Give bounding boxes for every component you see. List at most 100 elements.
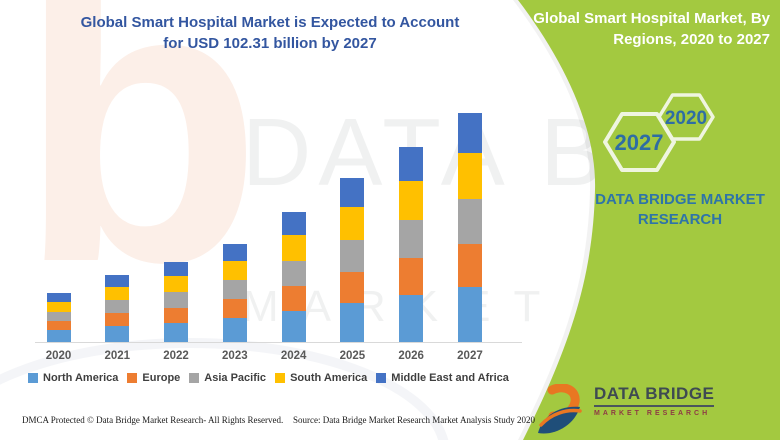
bar-2027 (457, 113, 482, 342)
bar-segment-asia-pacific (340, 240, 365, 272)
bar-2025 (340, 178, 365, 342)
dbmr-logo-text: DATA BRIDGE MARKET RESEARCH (594, 384, 715, 436)
bar-segment-south-america (46, 302, 71, 312)
x-axis-label-2027: 2027 (457, 350, 483, 362)
bar-segment-europe (340, 272, 365, 303)
bar-segment-asia-pacific (164, 292, 189, 308)
bar-segment-europe (457, 244, 482, 287)
x-axis-label-2021: 2021 (104, 350, 131, 362)
legend-swatch (189, 373, 200, 383)
dbmr-logo: DATA BRIDGE MARKET RESEARCH (536, 384, 715, 436)
logo-swoosh-icon (539, 408, 582, 427)
side-panel-brand-line2: RESEARCH (637, 211, 723, 228)
x-axis-line (35, 342, 522, 343)
legend-label: Asia Pacific (204, 372, 267, 384)
legend-swatch (376, 373, 387, 383)
legend-item-south-america: South America (275, 372, 367, 384)
bar-segment-south-america (222, 261, 247, 280)
bar-segment-europe (164, 308, 189, 323)
legend-swatch (127, 373, 138, 383)
hexagon-2027 (603, 112, 676, 172)
legend-item-europe: Europe (127, 372, 180, 384)
bar-segment-middle-east-and-africa (164, 262, 189, 276)
bar-segment-north-america (281, 311, 306, 342)
bar-segment-middle-east-and-africa (222, 244, 247, 261)
watermark-b-logo: b (18, 0, 263, 345)
legend-swatch (275, 373, 286, 383)
x-axis-label-2024: 2024 (280, 350, 307, 362)
legend-label: North America (43, 372, 119, 384)
green-panel (518, 0, 780, 440)
side-panel-brand-line1: DATA BRIDGE MARKET (595, 191, 765, 208)
bar-segment-middle-east-and-africa (46, 293, 71, 302)
bar-segment-europe (399, 258, 424, 295)
bar-2026 (399, 147, 424, 342)
bar-segment-asia-pacific (222, 280, 247, 299)
bar-segment-asia-pacific (281, 261, 306, 286)
bar-segment-asia-pacific (399, 220, 424, 258)
bar-segment-asia-pacific (105, 300, 130, 313)
bar-segment-south-america (340, 207, 365, 240)
bar-segment-south-america (105, 287, 130, 300)
bar-segment-asia-pacific (457, 199, 482, 244)
bar-segment-middle-east-and-africa (340, 178, 365, 207)
footer-source: Source: Data Bridge Market Research Mark… (293, 415, 535, 425)
bar-segment-south-america (399, 181, 424, 220)
bar-segment-north-america (222, 318, 247, 342)
bar-segment-north-america (164, 323, 189, 342)
hexagon-2027-label: 2027 (615, 130, 664, 155)
bar-segment-south-america (164, 276, 189, 292)
bar-segment-europe (46, 321, 71, 330)
legend-item-middle-east-and-africa: Middle East and Africa (376, 372, 509, 384)
dbmr-logo-icon (538, 384, 582, 434)
green-panel-edge-shadow (513, 0, 601, 440)
logo-subtitle: MARKET RESEARCH (594, 410, 711, 417)
side-panel-brand: DATA BRIDGE MARKET RESEARCH (588, 190, 772, 230)
x-axis-label-2022: 2022 (163, 350, 189, 362)
legend-label: Europe (142, 372, 181, 384)
bar-segment-south-america (457, 153, 482, 199)
bar-segment-middle-east-and-africa (281, 212, 306, 235)
bar-segment-europe (105, 313, 130, 326)
hexagon-2020-label: 2020 (665, 108, 707, 129)
bar-segment-europe (222, 299, 247, 318)
chart-title-line2: for USD 102.31 billion by 2027 (163, 35, 377, 52)
bar-2021 (105, 275, 130, 342)
bar-segment-north-america (46, 330, 71, 342)
logo-name: DATA BRIDGE (594, 384, 715, 407)
bar-2020 (46, 293, 71, 342)
x-axis-label-2026: 2026 (398, 350, 424, 362)
stacked-bar-chart: 2020 2021 2022 2023 2024 2025 2026 2027 (35, 113, 522, 362)
bar-segment-north-america (457, 287, 482, 342)
bar-2022 (164, 262, 189, 342)
side-panel-title-line1: Global Smart Hospital Market, By (533, 10, 770, 27)
chart-legend: North America Europe Asia Pacific South Ame… (28, 372, 509, 384)
chart-title-line1: Global Smart Hospital Market is Expected… (80, 14, 460, 31)
chart-title: Global Smart Hospital Market is Expected… (0, 12, 540, 54)
legend-swatch (28, 373, 38, 383)
side-panel-title-line2: Regions, 2020 to 2027 (613, 31, 770, 48)
bar-segment-north-america (340, 303, 365, 342)
bar-segment-middle-east-and-africa (457, 113, 482, 153)
side-panel-title: Global Smart Hospital Market, By Regions… (520, 8, 770, 50)
logo-leaf-icon (538, 406, 580, 434)
bar-segment-europe (281, 286, 306, 311)
bar-segment-middle-east-and-africa (399, 147, 424, 181)
bar-segment-asia-pacific (46, 312, 71, 321)
bar-segment-middle-east-and-africa (105, 275, 130, 287)
footer-copyright: DMCA Protected © Data Bridge Market Rese… (22, 415, 284, 425)
x-axis-label-2020: 2020 (45, 350, 72, 362)
bar-2024 (281, 212, 306, 342)
bar-segment-north-america (399, 295, 424, 342)
legend-label: Middle East and Africa (391, 372, 509, 384)
bar-segment-north-america (105, 326, 130, 342)
bar-2023 (222, 244, 247, 342)
legend-item-north-america: North America (28, 372, 118, 384)
x-axis-label-2023: 2023 (222, 350, 248, 362)
x-axis-label-2025: 2025 (339, 350, 366, 362)
legend-item-asia-pacific: Asia Pacific (189, 372, 266, 384)
legend-label: South America (290, 372, 368, 384)
